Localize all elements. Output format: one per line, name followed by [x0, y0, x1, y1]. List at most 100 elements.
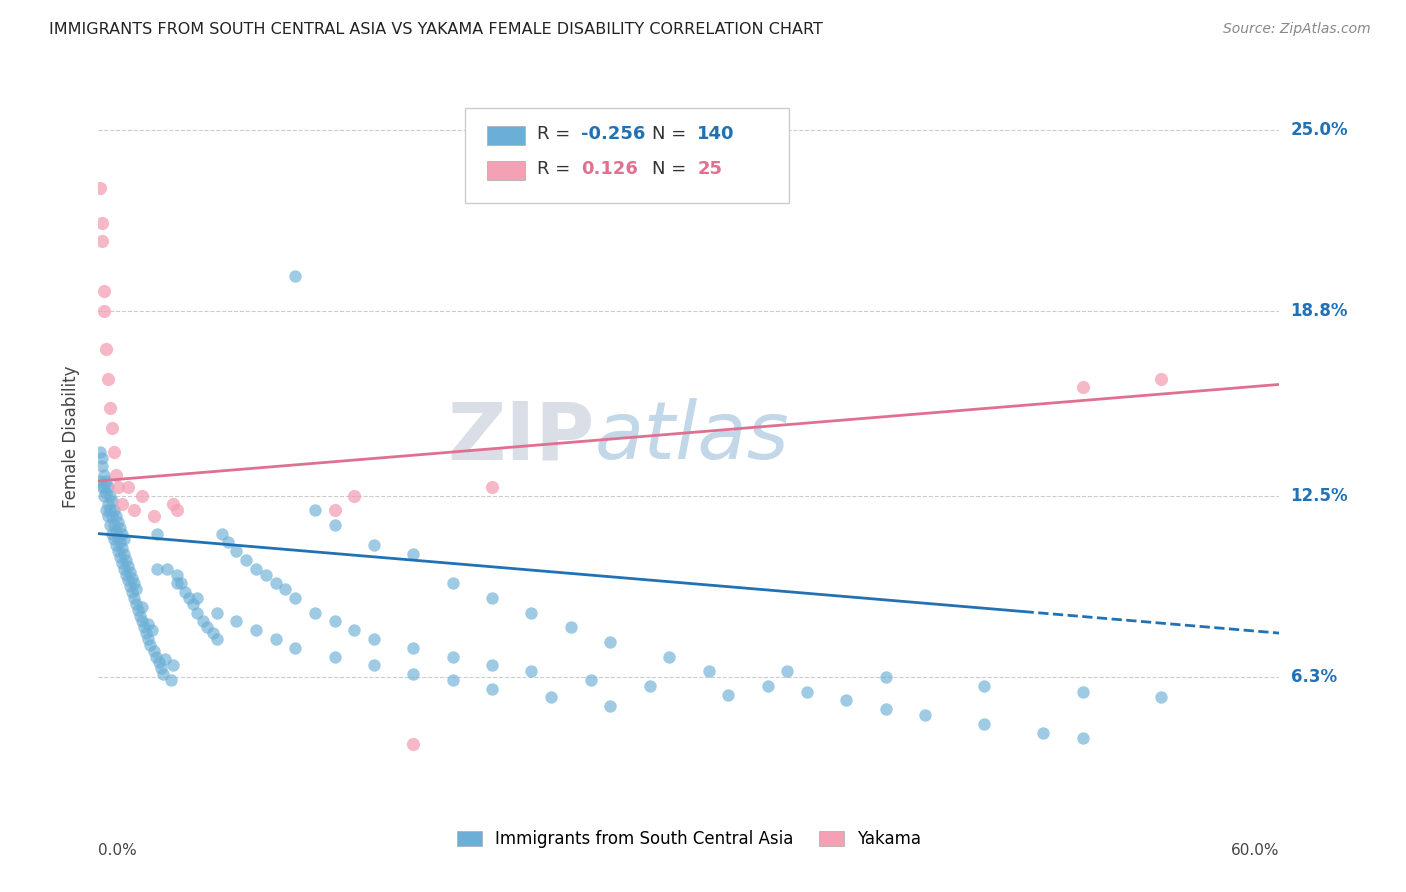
Point	[756, 679, 779, 693]
Point	[96, 503, 118, 517]
Point	[481, 658, 503, 673]
Text: atlas: atlas	[595, 398, 789, 476]
Point	[105, 524, 128, 538]
Point	[96, 474, 118, 488]
Point	[131, 599, 153, 614]
Point	[125, 582, 148, 597]
Point	[599, 699, 621, 714]
Point	[111, 541, 134, 556]
Point	[402, 737, 425, 751]
Point	[132, 620, 155, 634]
Text: R =: R =	[537, 160, 581, 178]
Point	[91, 459, 114, 474]
Point	[107, 544, 129, 558]
Point	[323, 615, 346, 629]
Point	[96, 343, 118, 357]
Point	[875, 702, 897, 716]
Point	[91, 480, 114, 494]
Point	[835, 693, 858, 707]
Point	[98, 503, 121, 517]
Point	[217, 535, 239, 549]
Point	[138, 638, 160, 652]
Point	[520, 664, 543, 678]
Point	[160, 673, 183, 687]
Point	[177, 591, 200, 605]
Point	[363, 632, 385, 646]
Point	[101, 421, 124, 435]
Point	[105, 509, 128, 524]
Point	[98, 489, 121, 503]
Point	[122, 591, 145, 605]
Point	[146, 562, 169, 576]
Point	[323, 649, 346, 664]
Point	[284, 269, 307, 284]
Legend: Immigrants from South Central Asia, Yakama: Immigrants from South Central Asia, Yaka…	[449, 822, 929, 856]
Text: IMMIGRANTS FROM SOUTH CENTRAL ASIA VS YAKAMA FEMALE DISABILITY CORRELATION CHART: IMMIGRANTS FROM SOUTH CENTRAL ASIA VS YA…	[49, 22, 823, 37]
Text: 18.8%: 18.8%	[1291, 302, 1348, 320]
Point	[264, 632, 287, 646]
Point	[579, 673, 602, 687]
Point	[136, 617, 159, 632]
Point	[98, 517, 121, 532]
Point	[115, 553, 138, 567]
Point	[155, 652, 177, 666]
Point	[93, 468, 115, 483]
Point	[658, 649, 681, 664]
Point	[205, 632, 228, 646]
Point	[235, 553, 257, 567]
Point	[93, 489, 115, 503]
Text: 25: 25	[697, 160, 723, 178]
Point	[111, 526, 134, 541]
Point	[127, 603, 149, 617]
Point	[103, 517, 125, 532]
Point	[304, 606, 326, 620]
Point	[108, 521, 131, 535]
Text: R =: R =	[537, 125, 575, 143]
Point	[150, 661, 173, 675]
Point	[103, 503, 125, 517]
Point	[225, 615, 247, 629]
Text: Source: ZipAtlas.com: Source: ZipAtlas.com	[1223, 22, 1371, 37]
Point	[117, 574, 139, 588]
Point	[101, 509, 124, 524]
Point	[162, 497, 184, 511]
Point	[697, 664, 720, 678]
Point	[131, 489, 153, 503]
Point	[107, 480, 129, 494]
Point	[93, 304, 115, 318]
FancyBboxPatch shape	[486, 161, 524, 180]
Point	[121, 570, 143, 584]
Point	[1032, 725, 1054, 739]
Point	[973, 679, 995, 693]
Point	[274, 582, 297, 597]
Point	[108, 549, 131, 564]
Point	[135, 626, 157, 640]
Point	[101, 494, 124, 508]
Point	[181, 597, 204, 611]
Point	[284, 591, 307, 605]
Point	[89, 444, 111, 458]
Point	[166, 567, 188, 582]
Point	[776, 664, 799, 678]
Point	[363, 538, 385, 552]
Point	[441, 673, 464, 687]
Point	[1071, 380, 1094, 394]
Point	[93, 284, 115, 298]
Point	[717, 688, 740, 702]
Point	[284, 640, 307, 655]
Point	[89, 474, 111, 488]
Point	[122, 576, 145, 591]
Point	[441, 576, 464, 591]
Point	[89, 181, 111, 195]
Point	[796, 684, 818, 698]
Point	[540, 690, 562, 705]
Point	[304, 503, 326, 517]
Point	[118, 579, 141, 593]
Point	[343, 623, 366, 637]
Y-axis label: Female Disability: Female Disability	[62, 366, 80, 508]
Point	[93, 480, 115, 494]
Point	[1071, 731, 1094, 746]
Text: 140: 140	[697, 125, 735, 143]
Text: N =: N =	[652, 160, 697, 178]
Point	[117, 558, 139, 573]
